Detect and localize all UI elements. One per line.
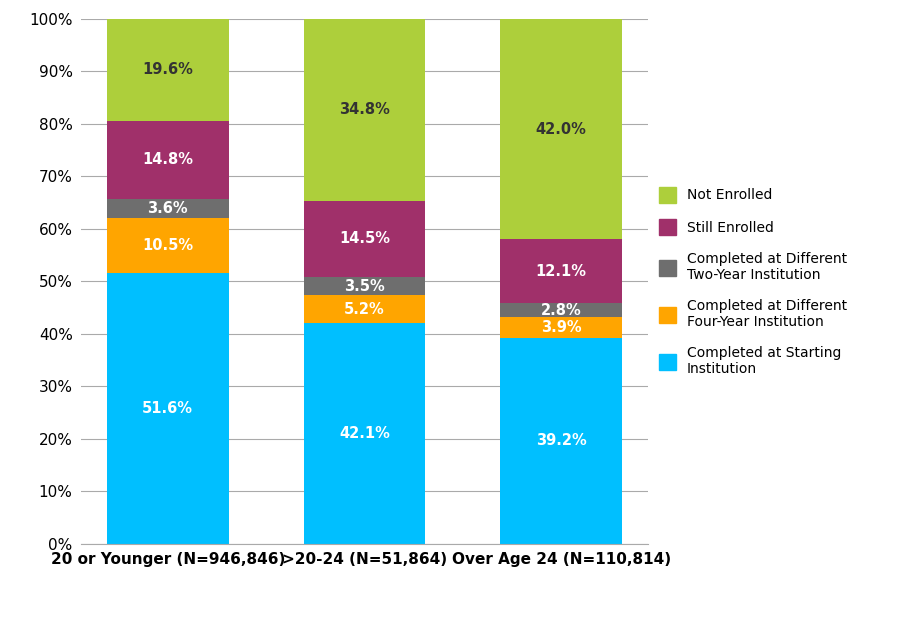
Bar (500, 239, 622, 302)
Text: 5.2%: 5.2% (344, 302, 385, 317)
Text: 42.0%: 42.0% (536, 121, 587, 136)
Bar (107, 121, 229, 199)
Text: 42.1%: 42.1% (339, 426, 390, 441)
Bar (107, 199, 229, 217)
Text: 14.5%: 14.5% (339, 231, 390, 246)
Bar (500, 338, 622, 544)
Text: 19.6%: 19.6% (142, 62, 194, 77)
Text: 14.8%: 14.8% (142, 152, 194, 168)
Bar (303, 322, 426, 544)
Text: 10.5%: 10.5% (142, 238, 194, 252)
Text: 3.5%: 3.5% (344, 279, 385, 294)
Text: 3.6%: 3.6% (148, 201, 188, 216)
Bar (500, 19, 622, 239)
Text: 51.6%: 51.6% (142, 401, 194, 416)
Bar (303, 18, 426, 201)
Bar (500, 318, 622, 338)
Bar (303, 296, 426, 322)
Text: 34.8%: 34.8% (339, 102, 390, 117)
Text: 3.9%: 3.9% (541, 320, 581, 335)
Bar (107, 273, 229, 544)
Text: 39.2%: 39.2% (536, 433, 587, 448)
Legend: Not Enrolled, Still Enrolled, Completed at Different
Two-Year Institution, Compl: Not Enrolled, Still Enrolled, Completed … (660, 187, 847, 376)
Text: 2.8%: 2.8% (541, 302, 581, 318)
Text: 12.1%: 12.1% (536, 264, 587, 279)
Bar (500, 302, 622, 318)
Bar (303, 277, 426, 296)
Bar (303, 201, 426, 277)
Bar (107, 217, 229, 273)
Bar (107, 18, 229, 121)
